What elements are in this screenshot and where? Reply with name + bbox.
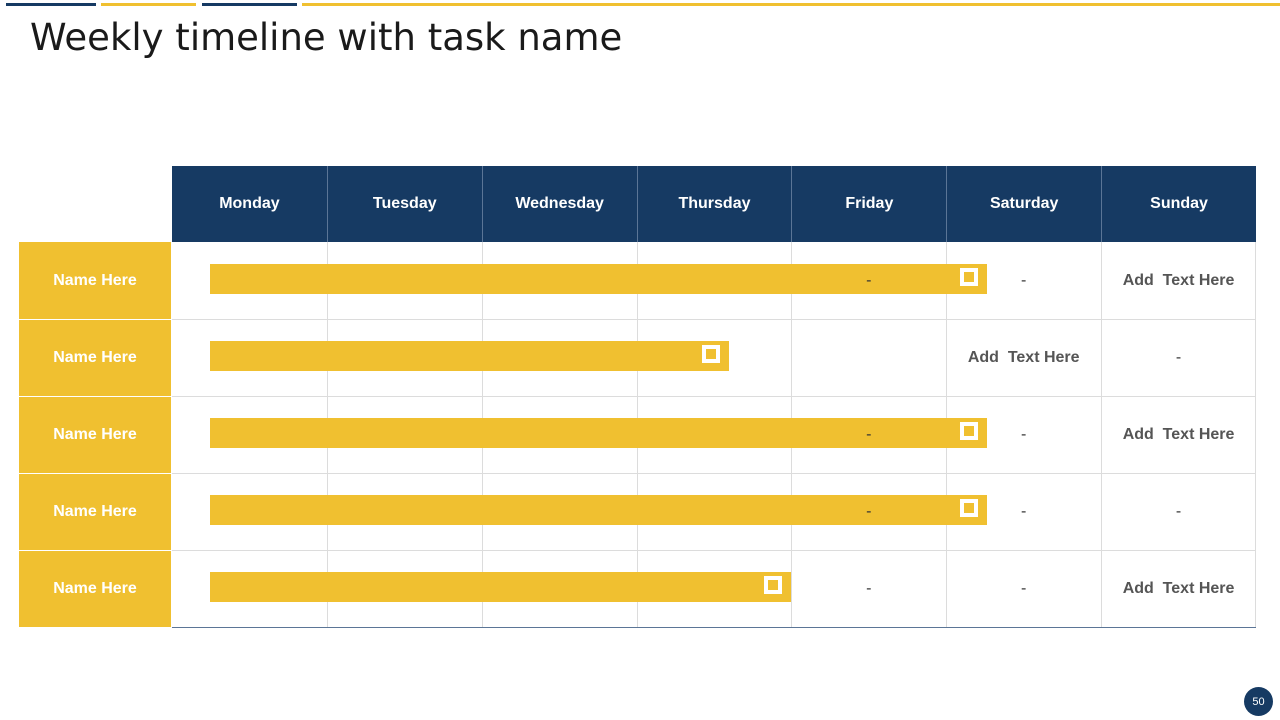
day-header-monday: Monday — [172, 166, 327, 242]
day-header-thursday: Thursday — [636, 166, 792, 242]
cell-text-friday: - — [866, 579, 872, 597]
day-header-friday: Friday — [791, 166, 947, 242]
cell-text-saturday: - — [1021, 271, 1027, 289]
day-header-wednesday: Wednesday — [481, 166, 637, 242]
task-name-cell: Name Here — [19, 396, 171, 473]
table-bottom-border — [172, 627, 1256, 628]
day-header-sunday: Sunday — [1101, 166, 1256, 242]
bar-end-marker-icon — [959, 499, 978, 517]
cell-text-sunday: Add Text Here — [1122, 425, 1235, 443]
page-number-badge: 50 — [1244, 687, 1273, 716]
day-header-tuesday: Tuesday — [326, 166, 482, 242]
grid-line-right-border — [1255, 242, 1256, 627]
day-header-saturday: Saturday — [946, 166, 1102, 242]
grid-line-horizontal — [172, 473, 1256, 474]
task-progress-bar — [210, 264, 987, 294]
task-progress-bar — [210, 572, 792, 602]
bar-end-marker-icon — [959, 422, 978, 440]
top-accent-navy-2 — [202, 3, 297, 6]
cell-text-saturday: Add Text Here — [967, 348, 1080, 366]
grid-line-vertical — [1101, 242, 1103, 627]
cell-text-sunday: Add Text Here — [1122, 271, 1235, 289]
bar-end-marker-icon — [959, 268, 978, 286]
task-progress-bar — [210, 495, 987, 525]
top-accent-yellow-2 — [302, 3, 1280, 6]
slide-title: Weekly timeline with task name — [30, 16, 623, 59]
task-name-cell: Name Here — [19, 242, 171, 319]
cell-text-saturday: - — [1021, 502, 1027, 520]
cell-text-friday: - — [866, 425, 872, 443]
grid-line-horizontal — [172, 396, 1256, 397]
task-name-cell: Name Here — [19, 473, 171, 550]
task-progress-bar — [210, 418, 987, 448]
bar-end-marker-icon — [764, 576, 783, 594]
task-name-cell: Name Here — [19, 319, 171, 396]
cell-text-saturday: - — [1021, 579, 1027, 597]
top-accent-yellow-1 — [101, 3, 196, 6]
cell-text-friday: - — [866, 271, 872, 289]
cell-text-sunday: - — [1175, 348, 1182, 366]
cell-text-saturday: - — [1021, 425, 1027, 443]
cell-text-sunday: Add Text Here — [1122, 579, 1235, 597]
grid-line-horizontal — [172, 550, 1256, 551]
grid-line-horizontal — [172, 319, 1256, 320]
cell-text-sunday: - — [1175, 502, 1182, 520]
cell-text-friday: - — [866, 502, 872, 520]
task-name-cell: Name Here — [19, 550, 171, 627]
top-accent-navy-1 — [6, 3, 96, 6]
task-progress-bar — [210, 341, 730, 371]
bar-end-marker-icon — [702, 345, 721, 363]
